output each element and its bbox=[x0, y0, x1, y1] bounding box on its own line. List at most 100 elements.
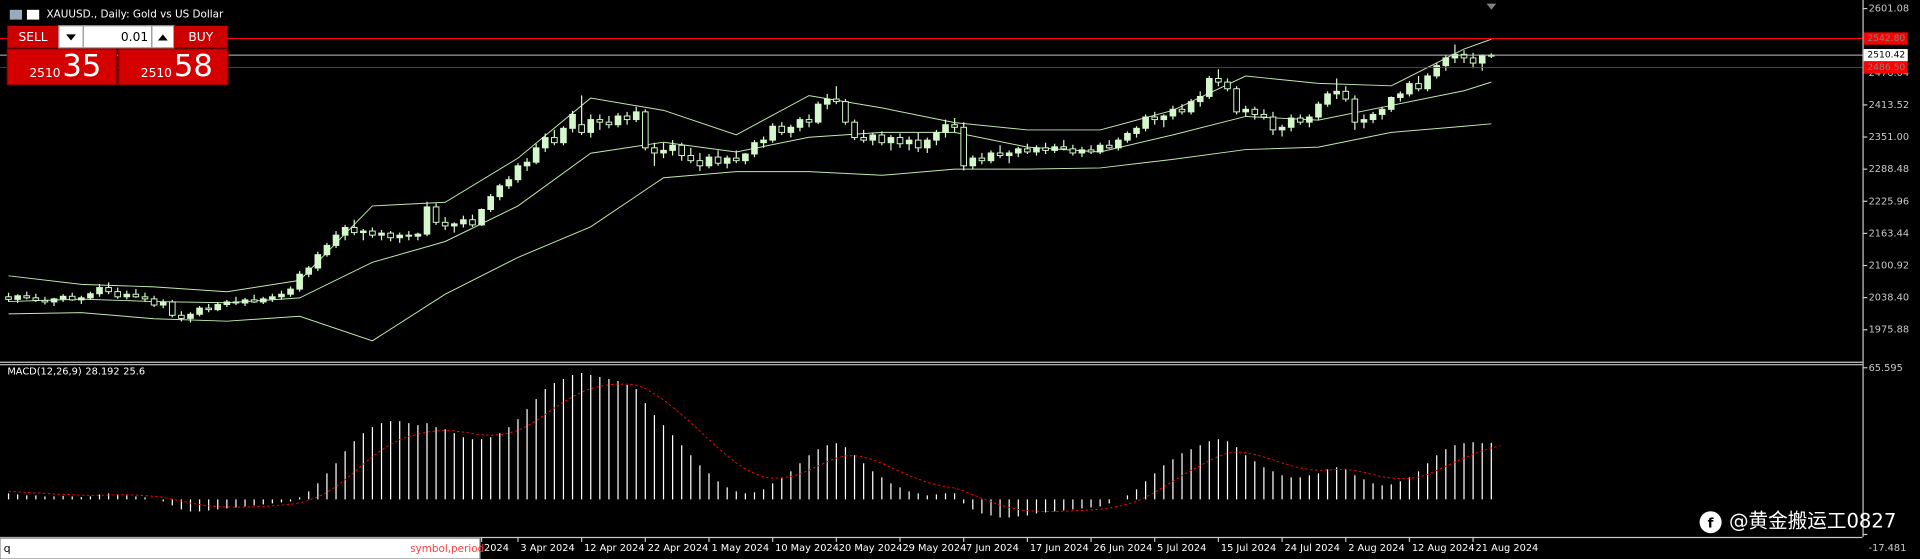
sell-price-box[interactable] bbox=[6, 48, 117, 86]
candle-body bbox=[1196, 95, 1204, 103]
candle-body bbox=[1306, 116, 1313, 123]
y-tick-label: 2601.08 bbox=[1869, 4, 1909, 15]
candle-body bbox=[87, 293, 94, 299]
candle-body bbox=[414, 233, 422, 237]
signal-last: 25.6 bbox=[123, 366, 145, 377]
candle-body bbox=[714, 156, 722, 164]
candle-body bbox=[523, 161, 531, 167]
candle-body bbox=[687, 155, 695, 162]
indicator-label: MACD(12,26,9) 28.192 25.6 bbox=[7, 366, 145, 377]
candle-body bbox=[487, 196, 494, 210]
candle-body bbox=[951, 124, 958, 128]
command-placeholder: symbol,period bbox=[410, 543, 484, 555]
candle-body bbox=[1051, 146, 1058, 151]
candle-body bbox=[578, 124, 585, 133]
candle-body bbox=[1060, 146, 1068, 150]
candle-body bbox=[223, 301, 231, 306]
x-tick-label: 24 Jul 2024 bbox=[1285, 543, 1340, 554]
candle-body bbox=[1478, 54, 1486, 64]
x-tick-label: 21 Aug 2024 bbox=[1476, 543, 1539, 554]
candle-body bbox=[460, 219, 467, 225]
candle-body bbox=[450, 223, 458, 227]
candle-body bbox=[696, 160, 704, 167]
candle-body bbox=[1406, 83, 1413, 95]
x-tick-label: 15 Jul 2024 bbox=[1221, 543, 1276, 554]
candle-body bbox=[1078, 149, 1086, 154]
candle-body bbox=[1242, 108, 1250, 113]
candle-body bbox=[1160, 115, 1168, 121]
candle-body bbox=[605, 121, 613, 126]
arrow-down bbox=[66, 34, 76, 41]
candle-body bbox=[778, 125, 786, 133]
macd-last: 28.192 bbox=[85, 366, 119, 377]
candle-body bbox=[942, 124, 949, 133]
candle-body bbox=[332, 234, 340, 246]
lot-value: 0.01 bbox=[121, 30, 148, 44]
x-tick-label: 26 Jun 2024 bbox=[1094, 543, 1153, 554]
price-label: 2510.42 bbox=[1867, 50, 1905, 61]
candle-body bbox=[1187, 101, 1195, 113]
candle-body bbox=[1369, 113, 1377, 121]
candle-body bbox=[405, 234, 413, 237]
candle-body bbox=[742, 153, 749, 162]
axes: 2024 3 Apr 2024 12 Apr 2024 22 Apr 2024 1 Ma… bbox=[480, 4, 1909, 554]
candle-body bbox=[1224, 81, 1231, 90]
candle-body bbox=[1287, 117, 1295, 128]
y-tick-label: 2100.92 bbox=[1869, 261, 1909, 272]
chart-title: XAUUSD., Daily: Gold vs US Dollar bbox=[47, 9, 225, 21]
command-input[interactable] bbox=[0, 537, 481, 559]
candle-body bbox=[1033, 147, 1040, 153]
candle-body bbox=[1378, 108, 1386, 115]
candle-body bbox=[805, 119, 813, 123]
candle-body bbox=[1069, 148, 1077, 154]
y-tick-label: -17.481 bbox=[1869, 543, 1907, 554]
candle-body bbox=[1024, 148, 1031, 153]
candle-body bbox=[860, 137, 867, 141]
candle-body bbox=[141, 296, 149, 300]
candle-body bbox=[323, 244, 331, 256]
candle-body bbox=[150, 298, 158, 306]
command-text: q bbox=[4, 542, 11, 555]
candle-body bbox=[205, 307, 212, 311]
watermark-icon bbox=[1699, 511, 1722, 534]
candle-body bbox=[68, 295, 76, 301]
candle-body bbox=[1387, 96, 1395, 110]
candle-body bbox=[23, 295, 31, 299]
y-tick-label: 1975.88 bbox=[1869, 325, 1909, 336]
candle-body bbox=[1151, 116, 1159, 121]
candle-body bbox=[360, 230, 367, 234]
candle-body bbox=[41, 299, 49, 303]
candle-body bbox=[514, 165, 522, 181]
buy-price-box[interactable] bbox=[118, 48, 229, 86]
candle-body bbox=[1087, 149, 1095, 153]
sell-button[interactable] bbox=[7, 25, 59, 48]
candle-body bbox=[123, 293, 131, 298]
candle-body bbox=[341, 226, 349, 236]
candle-body bbox=[350, 226, 358, 234]
candle-body bbox=[1096, 144, 1104, 153]
buy-button[interactable] bbox=[173, 25, 228, 48]
y-tick-label: 2351.00 bbox=[1869, 132, 1909, 143]
candle-body bbox=[1333, 90, 1340, 95]
candle-body bbox=[1042, 147, 1049, 151]
candle-body bbox=[1124, 132, 1131, 141]
chart-icon bbox=[9, 9, 23, 20]
candle-body bbox=[96, 287, 103, 295]
candle-body bbox=[196, 307, 203, 315]
candle-body bbox=[924, 139, 931, 149]
candle-body bbox=[1278, 126, 1286, 131]
x-tick-label: 17 Jun 2024 bbox=[1030, 543, 1089, 554]
buy-price-small: 2510 bbox=[141, 66, 172, 80]
candle-body bbox=[760, 139, 767, 144]
candle-body bbox=[432, 206, 440, 223]
indicator-name: MACD(12,26,9) bbox=[7, 366, 81, 377]
x-tick-label: 2024 bbox=[484, 543, 509, 554]
candle-body bbox=[1360, 119, 1368, 123]
candle-body bbox=[1233, 88, 1240, 113]
y-tick-label: 65.595 bbox=[1869, 363, 1903, 374]
candle-body bbox=[1442, 57, 1450, 67]
candle-body bbox=[769, 125, 776, 141]
